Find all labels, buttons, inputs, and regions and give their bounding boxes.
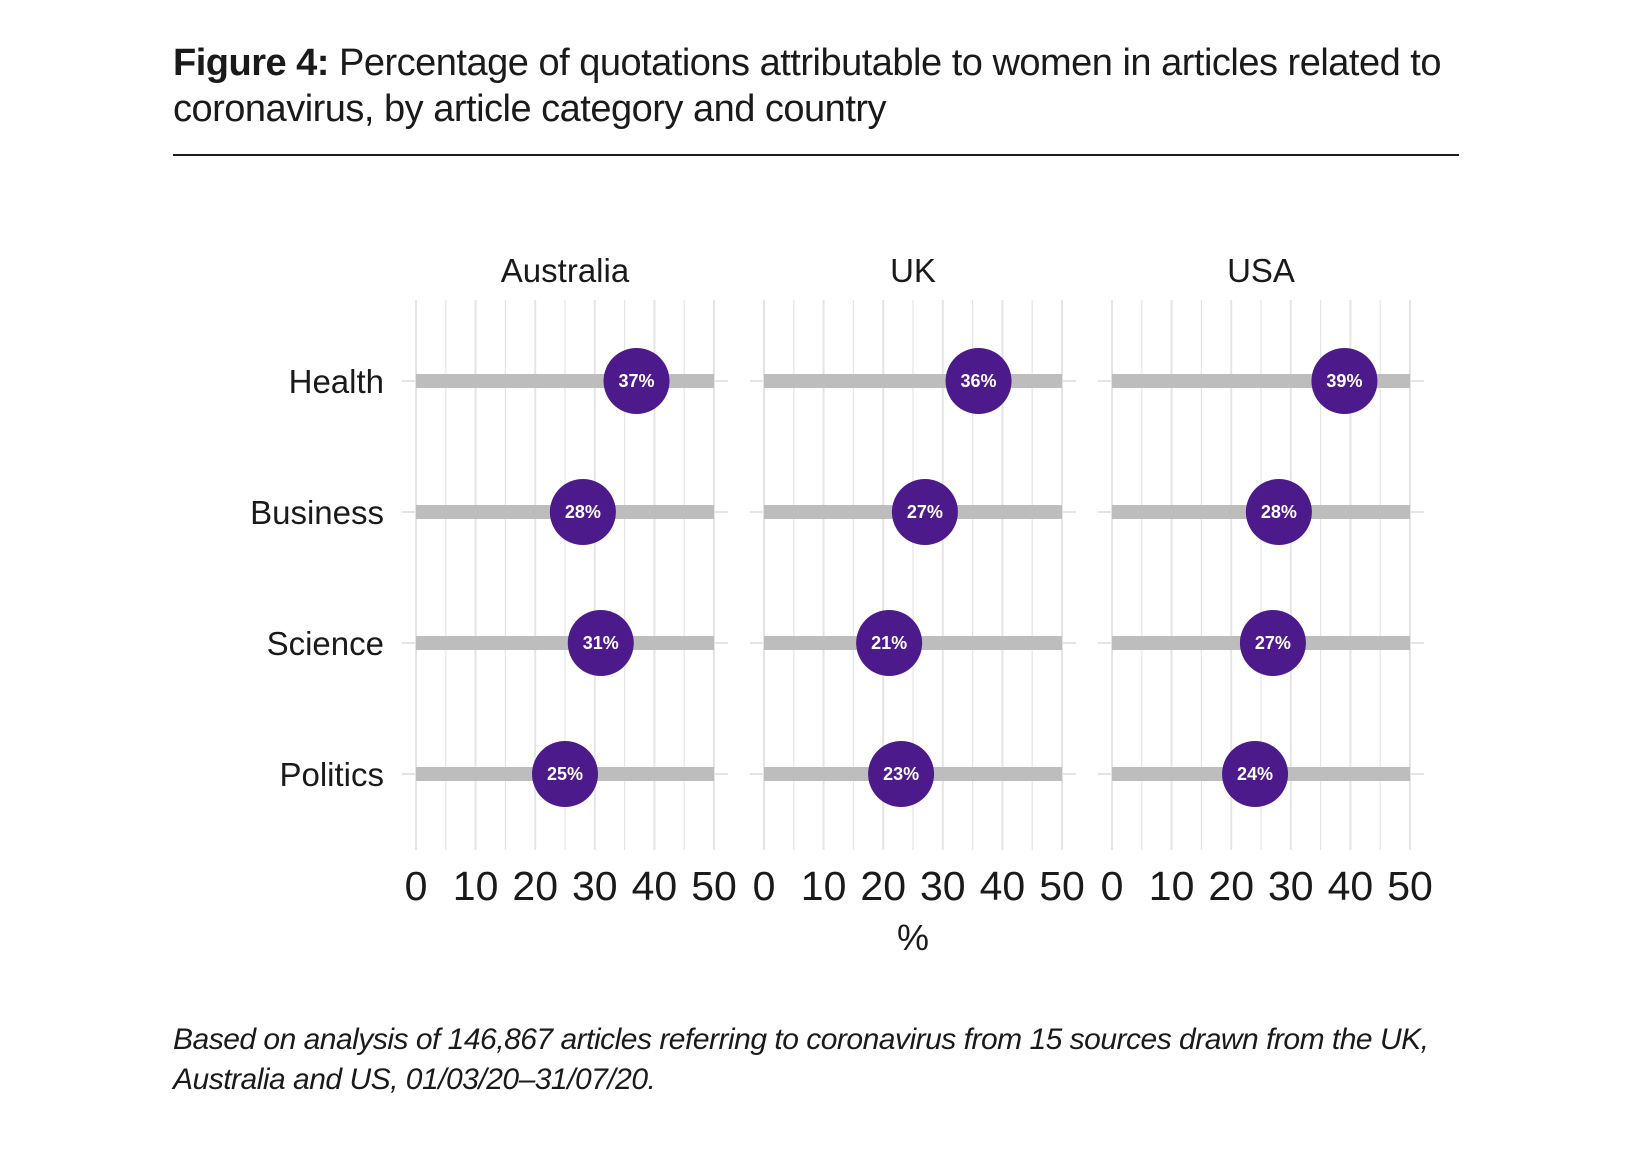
x-tick-label: 10 [801, 863, 847, 909]
x-tick-label: 40 [632, 863, 678, 909]
data-point [856, 610, 923, 676]
data-point [532, 741, 598, 807]
range-bar [764, 374, 1062, 388]
x-tick-label: 20 [512, 863, 558, 909]
data-label: 28% [1261, 502, 1297, 522]
figure-label: Figure 4: [173, 42, 329, 84]
data-point [1245, 479, 1312, 545]
panel-label: UK [890, 252, 936, 289]
x-tick-label: 30 [572, 863, 618, 909]
figure-title-text: Percentage of quotations attributable to… [173, 42, 1442, 130]
y-category-label: Politics [279, 756, 384, 793]
data-point [868, 741, 935, 807]
data-point [567, 610, 634, 676]
data-point [1311, 348, 1378, 414]
x-tick-label: 50 [1039, 863, 1085, 909]
data-point [891, 479, 958, 545]
x-tick-label: 0 [405, 863, 428, 909]
data-point [603, 348, 670, 414]
data-label: 39% [1326, 371, 1362, 391]
data-label: 37% [619, 371, 655, 391]
figure-title: Figure 4: Percentage of quotations attri… [173, 40, 1463, 132]
data-point [945, 348, 1012, 414]
x-tick-label: 30 [1268, 863, 1314, 909]
data-point [1239, 610, 1306, 676]
x-tick-label: 10 [453, 863, 499, 909]
panel-label: Australia [501, 252, 630, 289]
data-label: 36% [961, 371, 997, 391]
x-axis-title: % [897, 917, 929, 958]
panel-label: USA [1227, 252, 1295, 289]
data-point [1222, 741, 1289, 807]
data-label: 23% [883, 764, 919, 784]
x-tick-label: 40 [980, 863, 1026, 909]
footnote: Based on analysis of 146,867 articles re… [173, 1023, 1429, 1096]
y-category-label: Science [267, 625, 384, 662]
data-label: 25% [547, 764, 583, 784]
data-label: 27% [907, 502, 943, 522]
title-rule [173, 154, 1459, 156]
x-tick-label: 0 [753, 863, 776, 909]
data-label: 31% [583, 633, 619, 653]
data-label: 28% [565, 502, 601, 522]
x-tick-label: 30 [920, 863, 966, 909]
x-tick-label: 10 [1149, 863, 1195, 909]
data-point [549, 479, 616, 545]
data-label: 24% [1237, 764, 1273, 784]
data-label: 27% [1255, 633, 1291, 653]
x-tick-label: 50 [691, 863, 737, 909]
x-tick-label: 0 [1101, 863, 1124, 909]
x-tick-label: 20 [1208, 863, 1254, 909]
y-category-label: Health [289, 363, 384, 400]
x-tick-label: 40 [1328, 863, 1374, 909]
y-category-label: Business [250, 494, 384, 531]
data-label: 21% [871, 633, 907, 653]
range-bar [416, 636, 714, 650]
x-tick-label: 20 [860, 863, 906, 909]
x-tick-label: 50 [1387, 863, 1433, 909]
